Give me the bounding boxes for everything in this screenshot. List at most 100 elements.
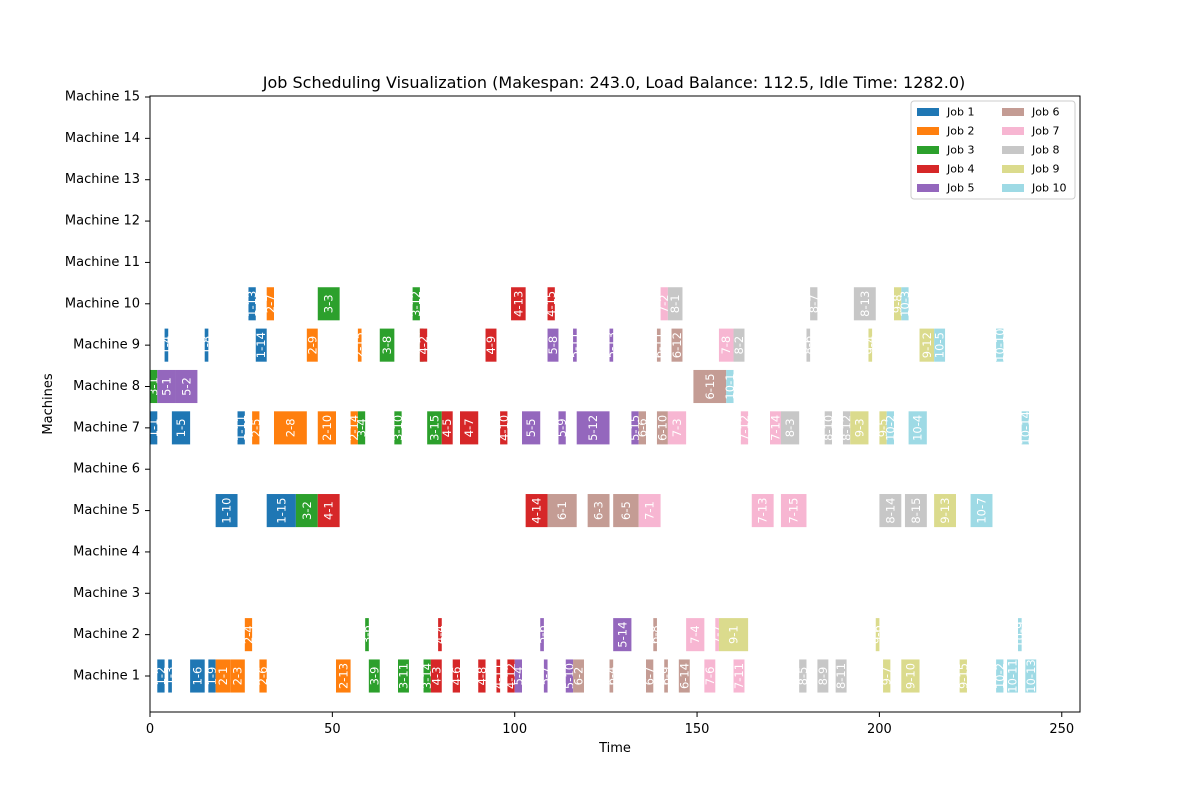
task-bar-7-8 bbox=[718, 328, 734, 362]
task-label-4-7: 4-7 bbox=[462, 418, 476, 437]
task-label-5-7: 5-7 bbox=[539, 667, 553, 686]
task-label-6-7: 6-7 bbox=[643, 667, 657, 686]
task-label-8-10: 8-10 bbox=[821, 415, 835, 441]
task-bar-7-3 bbox=[667, 411, 687, 445]
task-label-6-5: 6-5 bbox=[619, 501, 633, 520]
task-bar-2-1 bbox=[215, 659, 231, 693]
task-label-2-14: 2-14 bbox=[347, 415, 361, 441]
task-bar-10-9 bbox=[1018, 618, 1022, 652]
task-label-10-11: 10-11 bbox=[1006, 659, 1020, 692]
task-bar-4-11 bbox=[496, 659, 501, 693]
legend-label-10: Job 10 bbox=[1031, 182, 1066, 195]
task-label-5-12: 5-12 bbox=[586, 415, 600, 441]
task-label-9-15: 9-15 bbox=[956, 663, 970, 689]
task-label-7-8: 7-8 bbox=[719, 336, 733, 355]
task-bar-8-15 bbox=[904, 494, 927, 528]
task-label-4-13: 4-13 bbox=[511, 291, 525, 317]
task-label-3-2: 3-2 bbox=[300, 501, 314, 520]
task-label-7-12: 7-12 bbox=[737, 415, 751, 441]
task-label-2-7: 2-7 bbox=[263, 294, 277, 313]
task-bar-10-3 bbox=[901, 287, 909, 321]
task-bar-2-4 bbox=[244, 618, 253, 652]
task-bar-7-12 bbox=[740, 411, 749, 445]
task-label-8-15: 8-15 bbox=[909, 498, 923, 524]
task-bar-8-1 bbox=[667, 287, 683, 321]
task-bar-6-7 bbox=[646, 659, 654, 693]
legend-swatch-5 bbox=[917, 184, 939, 192]
task-label-4-8: 4-8 bbox=[475, 667, 489, 686]
task-bar-6-4 bbox=[609, 659, 614, 693]
y-tick-label: Machine 6 bbox=[73, 462, 140, 477]
task-bar-5-1 bbox=[157, 369, 176, 404]
legend-label-9: Job 9 bbox=[1031, 163, 1059, 176]
task-bar-6-8 bbox=[653, 618, 657, 652]
task-bar-9-1 bbox=[718, 618, 749, 652]
task-label-2-3: 2-3 bbox=[231, 667, 245, 686]
task-label-6-3: 6-3 bbox=[592, 501, 606, 520]
task-bar-3-14 bbox=[423, 659, 431, 693]
task-label-3-14: 3-14 bbox=[420, 663, 434, 689]
task-label-9-7: 9-7 bbox=[880, 667, 894, 686]
task-label-10-9: 10-9 bbox=[1013, 622, 1027, 648]
y-tick-label: Machine 15 bbox=[65, 90, 140, 105]
task-bar-3-2 bbox=[295, 494, 318, 528]
task-bar-9-12 bbox=[919, 328, 935, 362]
task-bars: 1-21-3 1-6 1-92-1 2-3 2-6 2-13 3-9 3-11 3-144-3 4… bbox=[147, 287, 1038, 693]
task-bar-1-6 bbox=[190, 659, 205, 693]
task-label-7-4: 7-4 bbox=[688, 625, 702, 644]
task-label-6-2: 6-2 bbox=[572, 667, 586, 686]
y-tick-label: Machine 4 bbox=[73, 544, 140, 559]
task-label-5-2: 5-2 bbox=[179, 377, 193, 396]
task-label-1-15: 1-15 bbox=[274, 498, 288, 524]
task-bar-5-8 bbox=[547, 328, 559, 362]
task-label-3-11: 3-11 bbox=[396, 663, 410, 689]
task-bar-9-7 bbox=[883, 659, 891, 693]
task-bar-10-2 bbox=[996, 659, 1004, 693]
task-bar-8-2 bbox=[733, 328, 745, 362]
task-bar-4-8 bbox=[478, 659, 486, 693]
task-bar-4-14 bbox=[525, 494, 548, 528]
task-bar-5-14 bbox=[613, 618, 632, 652]
task-bar-5-9 bbox=[558, 411, 566, 445]
task-bar-4-3 bbox=[430, 659, 442, 693]
task-bar-10-2 bbox=[886, 411, 894, 445]
task-label-5-8: 5-8 bbox=[546, 336, 560, 355]
task-bar-9-6 bbox=[875, 618, 880, 652]
legend-swatch-7 bbox=[1002, 127, 1024, 135]
task-label-8-11: 8-11 bbox=[834, 663, 848, 689]
legend-swatch-3 bbox=[917, 146, 939, 154]
x-tick-label: 150 bbox=[685, 722, 710, 737]
task-bar-9-5 bbox=[879, 411, 887, 445]
task-bar-6-15 bbox=[693, 369, 727, 404]
task-bar-7-15 bbox=[780, 494, 807, 528]
task-bar-5-13 bbox=[609, 328, 614, 362]
task-label-10-4: 10-4 bbox=[911, 415, 925, 441]
task-label-7-2: 7-2 bbox=[657, 294, 671, 313]
task-label-5-15: 5-15 bbox=[628, 415, 642, 441]
legend-swatch-1 bbox=[917, 108, 939, 116]
y-tick-label: Machine 12 bbox=[65, 214, 140, 229]
task-label-1-8: 1-8 bbox=[200, 336, 214, 355]
task-bar-4-12 bbox=[507, 659, 515, 693]
task-label-5-6: 5-6 bbox=[535, 625, 549, 644]
task-bar-10-7 bbox=[970, 494, 993, 528]
task-label-8-12: 8-12 bbox=[840, 415, 854, 441]
task-bar-7-7 bbox=[715, 618, 719, 652]
task-label-4-14: 4-14 bbox=[530, 498, 544, 524]
task-label-10-14: 10-14 bbox=[1018, 411, 1032, 444]
task-label-7-14: 7-14 bbox=[768, 415, 782, 441]
task-bar-7-14 bbox=[770, 411, 781, 445]
task-bar-2-6 bbox=[259, 659, 267, 693]
task-label-6-15: 6-15 bbox=[703, 373, 717, 399]
task-bar-5-6 bbox=[540, 618, 544, 652]
task-label-6-6: 6-6 bbox=[635, 418, 649, 437]
task-bar-3-8 bbox=[379, 328, 395, 362]
task-bar-10-14 bbox=[1021, 411, 1029, 445]
task-label-9-13: 9-13 bbox=[938, 498, 952, 524]
task-bar-4-15 bbox=[547, 287, 555, 321]
y-tick-label: Machine 9 bbox=[73, 338, 140, 353]
task-bar-2-9 bbox=[306, 328, 318, 362]
task-label-5-11: 5-11 bbox=[568, 332, 582, 358]
task-label-7-11: 7-11 bbox=[732, 663, 746, 689]
